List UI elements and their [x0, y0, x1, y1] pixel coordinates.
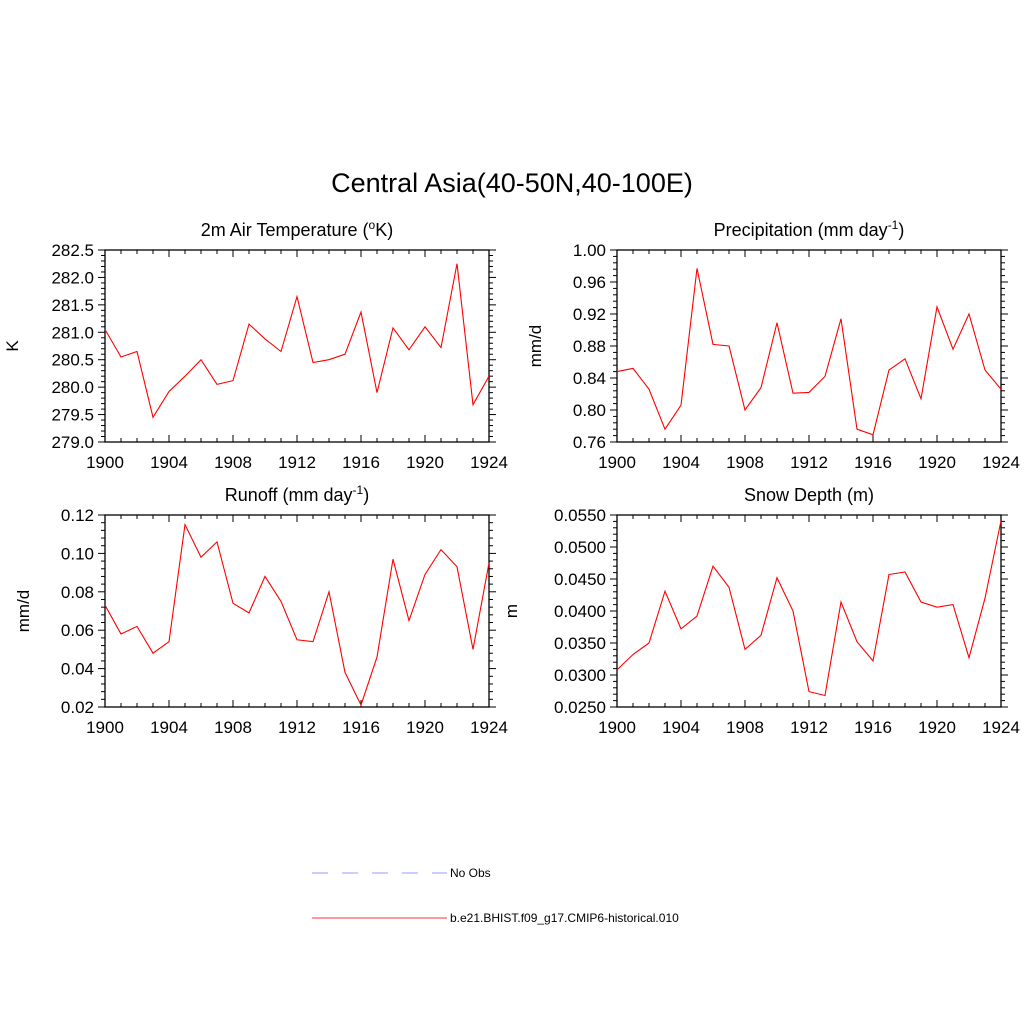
y-tick-label: 0.92: [573, 305, 606, 324]
x-tick-label: 1912: [278, 718, 316, 737]
panel-title: Snow Depth (m): [744, 485, 874, 505]
y-tick-label: 0.88: [573, 337, 606, 356]
page-title: Central Asia(40-50N,40-100E): [331, 168, 693, 198]
y-tick-label: 281.0: [51, 323, 94, 342]
y-tick-label: 0.0300: [554, 666, 606, 685]
series-line: [104, 263, 490, 419]
x-tick-label: 1912: [790, 718, 828, 737]
series-line: [616, 520, 1002, 697]
panel-title: 2m Air Temperature (oK): [201, 218, 393, 240]
x-tick-label: 1904: [150, 718, 188, 737]
series-line: [104, 522, 490, 707]
panel-title-suffix: K): [375, 220, 393, 240]
panel-title-superscript: o: [369, 218, 376, 232]
y-tick-label: 0.96: [573, 273, 606, 292]
panel-title-superscript: -1: [353, 483, 364, 497]
x-tick-label: 1916: [342, 453, 380, 472]
panel-title-suffix: ): [363, 485, 369, 505]
y-tick-label: 0.08: [61, 583, 94, 602]
x-tick-label: 1920: [406, 453, 444, 472]
legend-label-1: No Obs: [450, 866, 491, 880]
x-tick-label: 1916: [342, 718, 380, 737]
chart-panel-2: 1900 1904 1908 1912 1916 1920 1924 0.76 0.80 0.84…: [526, 218, 1020, 472]
x-tick-label: 1920: [918, 718, 956, 737]
y-tick-label: 281.5: [51, 296, 94, 315]
y-tick-label: 0.0450: [554, 570, 606, 589]
x-tick-label: 1904: [662, 453, 700, 472]
chart-panel-4: 1900 1904 1908 1912 1916 1920 1924 0.0250 0.0300…: [502, 485, 1020, 737]
x-tick-label: 1904: [150, 453, 188, 472]
series-line: [616, 268, 1002, 436]
y-tick-label: 280.0: [51, 378, 94, 397]
x-tick-label: 1912: [278, 453, 316, 472]
y-axis-label: m: [502, 604, 521, 618]
x-tick-label: 1920: [406, 718, 444, 737]
y-tick-label: 0.02: [61, 698, 94, 717]
chart-panel-3: 1900 1904 1908 1912 1916 1920 1924 0.02 0.04 0.06…: [14, 483, 508, 737]
y-axis-label: K: [3, 340, 22, 352]
x-tick-label: 1900: [598, 718, 636, 737]
legend-label-2: b.e21.BHIST.f09_g17.CMIP6-historical.010: [450, 911, 679, 925]
y-tick-label: 0.84: [573, 369, 606, 388]
y-tick-label: 0.76: [573, 433, 606, 452]
x-tick-label: 1908: [726, 718, 764, 737]
panel-title: Runoff (mm day-1): [225, 483, 369, 505]
y-tick-label: 282.0: [51, 268, 94, 287]
y-tick-label: 0.04: [61, 660, 94, 679]
x-tick-label: 1920: [918, 453, 956, 472]
x-tick-label: 1900: [86, 453, 124, 472]
plot-frame: [104, 514, 490, 708]
y-tick-label: 279.5: [51, 406, 94, 425]
x-tick-label: 1924: [470, 453, 508, 472]
y-tick-label: 0.0350: [554, 634, 606, 653]
plot-frame: [616, 249, 1002, 443]
y-tick-label: 0.06: [61, 621, 94, 640]
x-tick-label: 1900: [86, 718, 124, 737]
y-tick-label: 0.80: [573, 401, 606, 420]
x-tick-label: 1908: [214, 453, 252, 472]
x-tick-label: 1924: [982, 453, 1020, 472]
x-tick-label: 1912: [790, 453, 828, 472]
x-tick-label: 1904: [662, 718, 700, 737]
y-tick-label: 1.00: [573, 241, 606, 260]
y-tick-label: 0.12: [61, 506, 94, 525]
panel-title-superscript: -1: [888, 218, 899, 232]
x-tick-label: 1908: [214, 718, 252, 737]
x-tick-label: 1916: [854, 453, 892, 472]
plot-frame: [104, 249, 490, 443]
y-tick-label: 279.0: [51, 433, 94, 452]
legend: No Obs b.e21.BHIST.f09_g17.CMIP6-historic…: [312, 866, 679, 925]
x-tick-label: 1916: [854, 718, 892, 737]
x-tick-label: 1908: [726, 453, 764, 472]
chart-panel-1: 1900 1904 1908 1912 1916 1920 1924 279.0 279.5 28…: [3, 218, 508, 472]
y-tick-label: 280.5: [51, 351, 94, 370]
y-tick-label: 0.0550: [554, 506, 606, 525]
x-tick-label: 1924: [470, 718, 508, 737]
x-tick-label: 1924: [982, 718, 1020, 737]
y-axis-label: mm/d: [526, 325, 545, 368]
y-tick-label: 0.10: [61, 544, 94, 563]
panel-title-suffix: ): [898, 220, 904, 240]
y-tick-label: 0.0500: [554, 538, 606, 557]
panel-title: Precipitation (mm day-1): [714, 218, 905, 240]
x-tick-label: 1900: [598, 453, 636, 472]
y-tick-label: 0.0250: [554, 698, 606, 717]
y-tick-label: 282.5: [51, 241, 94, 260]
y-tick-label: 0.0400: [554, 602, 606, 621]
y-axis-label: mm/d: [14, 590, 33, 633]
plot-frame: [616, 514, 1002, 708]
